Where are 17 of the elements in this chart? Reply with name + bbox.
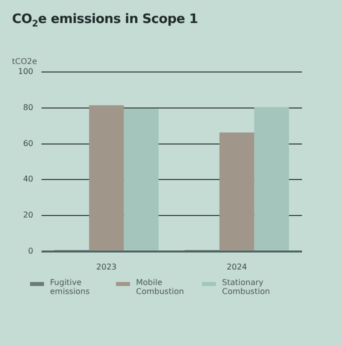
y-tick-label: 40: [23, 174, 34, 184]
y-tick-label: 60: [23, 138, 34, 148]
chart-title: CO$_{2}$e emissions in Scope 1: [12, 12, 198, 30]
bar: [124, 108, 159, 250]
y-tick-label: 20: [23, 210, 34, 220]
legend-label: Mobile Combustion: [136, 278, 185, 296]
x-tick-label: 2024: [226, 262, 247, 272]
bar: [254, 107, 289, 250]
y-axis-title: tCO2e: [12, 57, 38, 66]
legend-label: Fugitive emissions: [50, 278, 91, 296]
legend-label: Stationary Combustion: [222, 278, 271, 296]
y-tick-label: 0: [28, 246, 34, 256]
y-tick-label: 80: [23, 102, 34, 112]
y-tick-label: 100: [18, 67, 34, 76]
x-tick-label: 2023: [96, 262, 117, 272]
bar: [219, 132, 254, 250]
bar: [89, 105, 124, 250]
